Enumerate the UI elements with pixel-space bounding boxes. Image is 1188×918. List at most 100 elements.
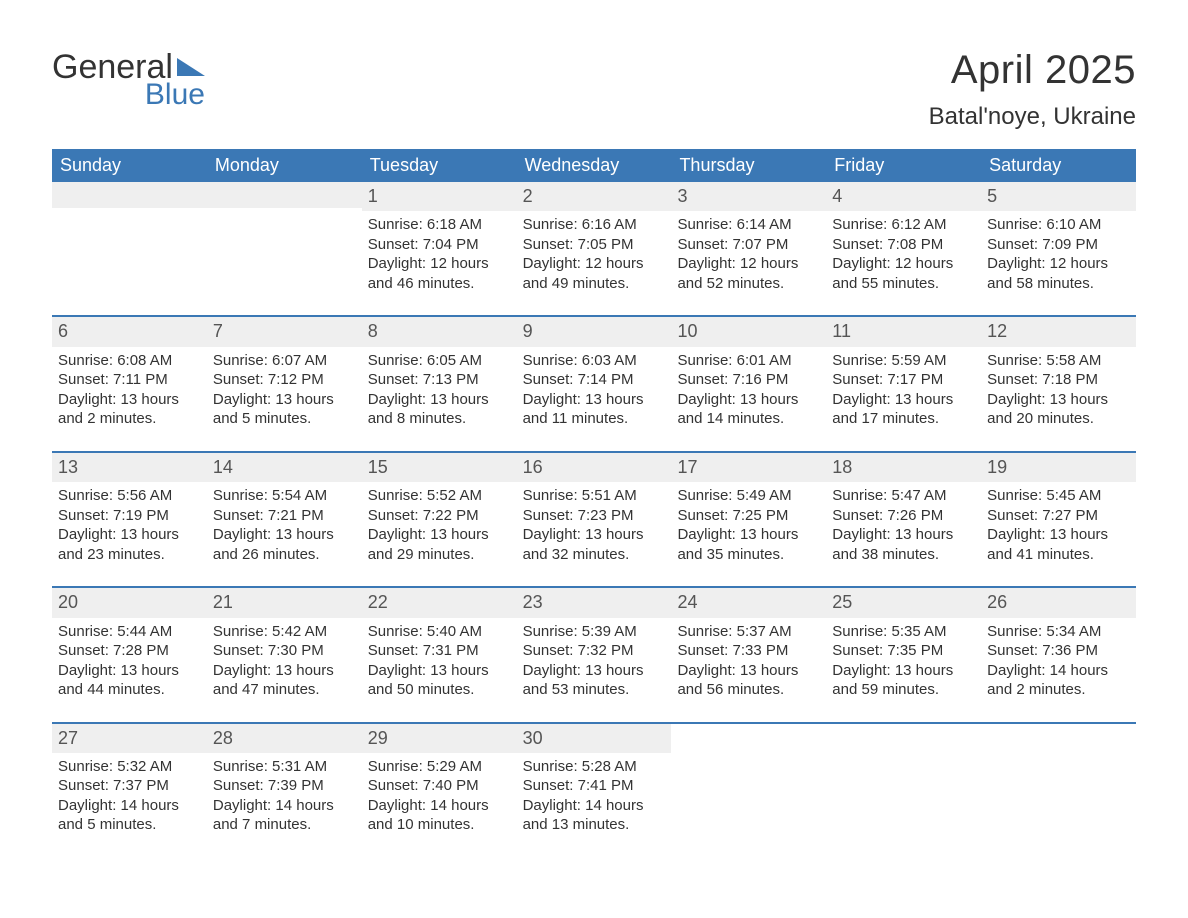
sunset-text: Sunset: 7:31 PM [368,641,511,661]
daylight-text: Daylight: 12 hours and 49 minutes. [523,254,666,293]
week-row: 13Sunrise: 5:56 AMSunset: 7:19 PMDayligh… [52,451,1136,564]
sunset-text: Sunset: 7:21 PM [213,506,356,526]
sunset-text: Sunset: 7:26 PM [832,506,975,526]
day-number: 27 [52,724,207,753]
daylight-text: Daylight: 13 hours and 14 minutes. [677,390,820,429]
sunrise-text: Sunrise: 5:56 AM [58,486,201,506]
dow-saturday: Saturday [981,149,1136,182]
sunrise-text: Sunrise: 6:01 AM [677,351,820,371]
day-number: 26 [981,588,1136,617]
day-cell: 10Sunrise: 6:01 AMSunset: 7:16 PMDayligh… [671,317,826,428]
days-of-week-header: Sunday Monday Tuesday Wednesday Thursday… [52,149,1136,182]
sunset-text: Sunset: 7:22 PM [368,506,511,526]
day-cell: 24 Sunrise: 5:37 AMSunset: 7:33 PMDayligh… [671,588,826,699]
dow-friday: Friday [826,149,981,182]
sunset-text: Sunset: 7:39 PM [213,776,356,796]
sunrise-text: Sunrise: 5:28 AM [523,757,666,777]
day-cell: 2Sunrise: 6:16 AMSunset: 7:05 PMDaylight… [517,182,672,293]
daylight-text: Daylight: 14 hours and 5 minutes. [58,796,201,835]
daylight-text: Daylight: 13 hours and 41 minutes. [987,525,1130,564]
sunrise-text: Sunrise: 6:07 AM [213,351,356,371]
daylight-text: Daylight: 13 hours and 59 minutes. [832,661,975,700]
sunrise-text: Sunrise: 5:37 AM [677,622,820,642]
day-number: 6 [52,317,207,346]
weeks-container: 1Sunrise: 6:18 AMSunset: 7:04 PMDaylight… [52,182,1136,835]
sunrise-text: Sunrise: 6:10 AM [987,215,1130,235]
header: General Blue April 2025 Batal'noye, Ukra… [52,48,1136,131]
sunset-text: Sunset: 7:25 PM [677,506,820,526]
day-number: 30 [517,724,672,753]
day-number: 29 [362,724,517,753]
sunset-text: Sunset: 7:14 PM [523,370,666,390]
day-number: 2 [517,182,672,211]
sunset-text: Sunset: 7:16 PM [677,370,820,390]
day-cell: 30 Sunrise: 5:28 AMSunset: 7:41 PMDayligh… [517,724,672,835]
day-number: 17 [671,453,826,482]
day-cell: 22Sunrise: 5:40 AMSunset: 7:31 PMDayligh… [362,588,517,699]
daylight-text: Daylight: 13 hours and 23 minutes. [58,525,201,564]
day-cell: 6Sunrise: 6:08 AMSunset: 7:11 PMDaylight… [52,317,207,428]
dow-tuesday: Tuesday [362,149,517,182]
sunrise-text: Sunrise: 5:29 AM [368,757,511,777]
day-cell: 16Sunrise: 5:51 AMSunset: 7:23 PMDayligh… [517,453,672,564]
sunrise-text: Sunrise: 5:51 AM [523,486,666,506]
day-number: 13 [52,453,207,482]
day-cell: 19Sunrise: 5:45 AMSunset: 7:27 PMDayligh… [981,453,1136,564]
calendar: Sunday Monday Tuesday Wednesday Thursday… [52,149,1136,835]
day-number: 15 [362,453,517,482]
sunrise-text: Sunrise: 6:18 AM [368,215,511,235]
daylight-text: Daylight: 12 hours and 58 minutes. [987,254,1130,293]
day-cell: 12Sunrise: 5:58 AMSunset: 7:18 PMDayligh… [981,317,1136,428]
sunrise-text: Sunrise: 5:42 AM [213,622,356,642]
day-cell: 15Sunrise: 5:52 AMSunset: 7:22 PMDayligh… [362,453,517,564]
sunset-text: Sunset: 7:08 PM [832,235,975,255]
sunrise-text: Sunrise: 5:31 AM [213,757,356,777]
day-cell: 23Sunrise: 5:39 AMSunset: 7:32 PMDayligh… [517,588,672,699]
day-cell [207,182,362,293]
day-cell: 14Sunrise: 5:54 AMSunset: 7:21 PMDayligh… [207,453,362,564]
daylight-text: Daylight: 13 hours and 44 minutes. [58,661,201,700]
daylight-text: Daylight: 14 hours and 10 minutes. [368,796,511,835]
day-number: 1 [362,182,517,211]
daylight-text: Daylight: 14 hours and 7 minutes. [213,796,356,835]
daylight-text: Daylight: 12 hours and 55 minutes. [832,254,975,293]
day-number [52,182,207,208]
daylight-text: Daylight: 13 hours and 35 minutes. [677,525,820,564]
sunrise-text: Sunrise: 5:52 AM [368,486,511,506]
day-cell [52,182,207,293]
month-title: April 2025 [929,48,1136,93]
day-number: 24 [671,588,826,617]
sunset-text: Sunset: 7:18 PM [987,370,1130,390]
day-number: 19 [981,453,1136,482]
sunset-text: Sunset: 7:37 PM [58,776,201,796]
daylight-text: Daylight: 14 hours and 2 minutes. [987,661,1130,700]
daylight-text: Daylight: 14 hours and 13 minutes. [523,796,666,835]
sunset-text: Sunset: 7:12 PM [213,370,356,390]
week-row: 27Sunrise: 5:32 AMSunset: 7:37 PMDayligh… [52,722,1136,835]
day-cell: 21Sunrise: 5:42 AMSunset: 7:30 PMDayligh… [207,588,362,699]
sunrise-text: Sunrise: 5:32 AM [58,757,201,777]
sunrise-text: Sunrise: 5:39 AM [523,622,666,642]
dow-monday: Monday [207,149,362,182]
day-cell: 4Sunrise: 6:12 AMSunset: 7:08 PMDaylight… [826,182,981,293]
daylight-text: Daylight: 13 hours and 38 minutes. [832,525,975,564]
sunset-text: Sunset: 7:41 PM [523,776,666,796]
day-cell: 25Sunrise: 5:35 AMSunset: 7:35 PMDayligh… [826,588,981,699]
week-row: 20Sunrise: 5:44 AMSunset: 7:28 PMDayligh… [52,586,1136,699]
daylight-text: Daylight: 13 hours and 11 minutes. [523,390,666,429]
day-number: 18 [826,453,981,482]
day-cell: 28Sunrise: 5:31 AMSunset: 7:39 PMDayligh… [207,724,362,835]
day-cell: 18Sunrise: 5:47 AMSunset: 7:26 PMDayligh… [826,453,981,564]
sunrise-text: Sunrise: 6:16 AM [523,215,666,235]
sunset-text: Sunset: 7:23 PM [523,506,666,526]
sunrise-text: Sunrise: 5:49 AM [677,486,820,506]
sunrise-text: Sunrise: 5:34 AM [987,622,1130,642]
sunset-text: Sunset: 7:33 PM [677,641,820,661]
sunrise-text: Sunrise: 5:44 AM [58,622,201,642]
sunset-text: Sunset: 7:40 PM [368,776,511,796]
daylight-text: Daylight: 13 hours and 26 minutes. [213,525,356,564]
day-number: 7 [207,317,362,346]
daylight-text: Daylight: 13 hours and 56 minutes. [677,661,820,700]
day-cell: 11Sunrise: 5:59 AMSunset: 7:17 PMDayligh… [826,317,981,428]
sunset-text: Sunset: 7:27 PM [987,506,1130,526]
